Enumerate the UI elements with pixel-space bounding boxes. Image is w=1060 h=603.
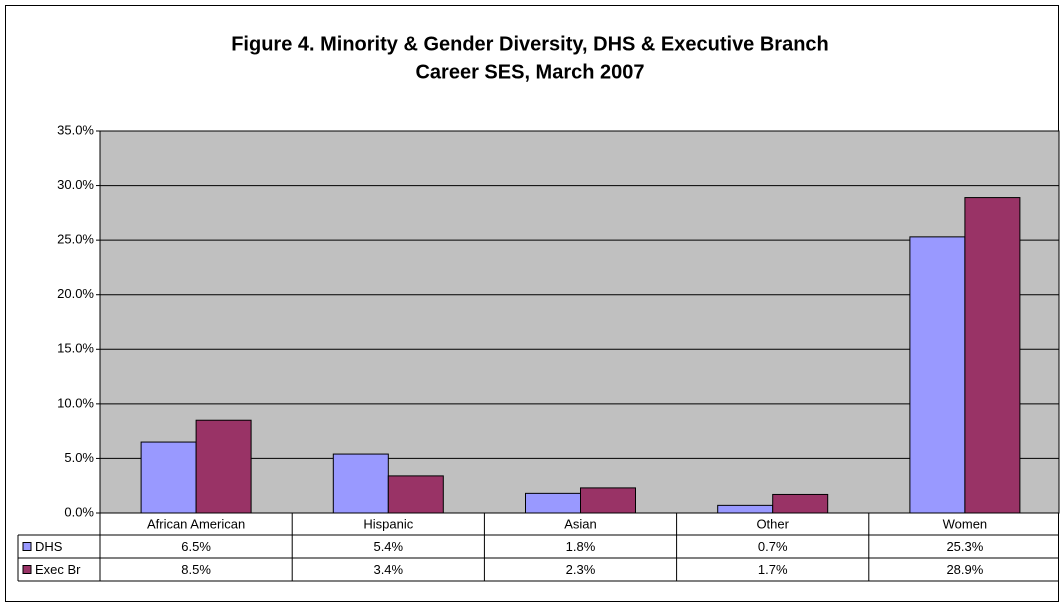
chart-title: Figure 4. Minority & Gender Diversity, D…: [231, 33, 829, 55]
bar: [140, 441, 197, 514]
legend-key: [22, 542, 32, 551]
x-tick-label: Asian: [564, 516, 597, 531]
y-tick-label: 15.0%: [57, 341, 94, 356]
bar: [332, 453, 389, 514]
y-tick-label: 35.0%: [57, 122, 94, 137]
table-value: 3.4%: [373, 562, 403, 577]
y-tick-label: 20.0%: [57, 286, 94, 301]
table-value: 1.7%: [758, 562, 788, 577]
bar: [580, 487, 636, 514]
table-value: 28.9%: [946, 562, 983, 577]
bar: [525, 492, 581, 514]
legend-label: DHS: [35, 539, 63, 554]
bar: [909, 236, 966, 514]
table-value: 0.7%: [758, 539, 788, 554]
x-tick-label: Women: [943, 516, 988, 531]
bar: [195, 419, 252, 514]
y-tick-label: 0.0%: [64, 504, 94, 519]
bar: [717, 504, 774, 514]
table-value: 8.5%: [181, 562, 211, 577]
legend-label: Exec Br: [35, 562, 81, 577]
bar: [772, 493, 829, 514]
table-value: 5.4%: [373, 539, 403, 554]
plot-area: [99, 130, 1060, 514]
table-value: 1.8%: [566, 539, 596, 554]
y-tick-label: 10.0%: [57, 395, 94, 410]
y-tick-label: 25.0%: [57, 232, 94, 247]
x-tick-label: Hispanic: [363, 516, 413, 531]
legend-key: [22, 565, 32, 574]
table-value: 25.3%: [946, 539, 983, 554]
chart-title: Career SES, March 2007: [415, 61, 644, 83]
x-tick-label: African American: [147, 516, 245, 531]
table-value: 2.3%: [566, 562, 596, 577]
y-tick-label: 30.0%: [57, 177, 94, 192]
bar: [964, 197, 1021, 514]
table-value: 6.5%: [181, 539, 211, 554]
bar: [387, 475, 444, 514]
y-tick-label: 5.0%: [64, 450, 94, 465]
x-tick-label: Other: [756, 516, 789, 531]
